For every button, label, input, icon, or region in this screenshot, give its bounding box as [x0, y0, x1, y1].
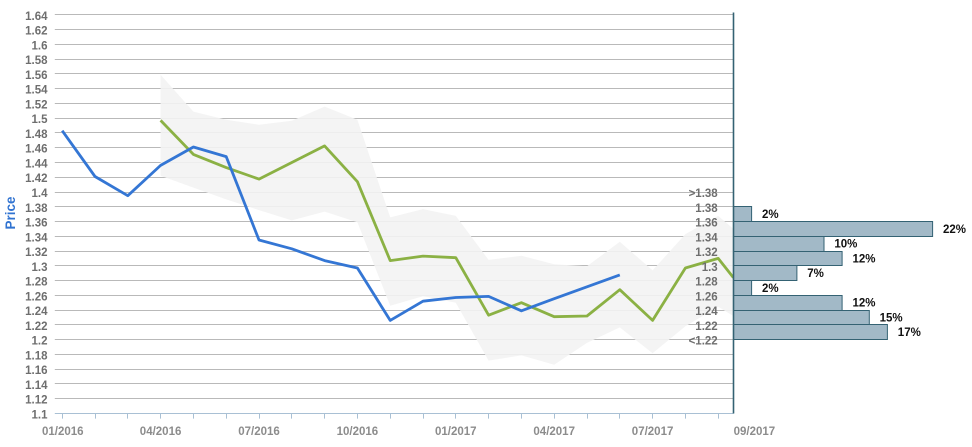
svg-text:1.36: 1.36: [25, 218, 47, 230]
svg-text:1.18: 1.18: [25, 350, 48, 362]
svg-text:2%: 2%: [762, 283, 779, 295]
svg-text:1.36: 1.36: [695, 218, 717, 230]
svg-text:1.3: 1.3: [32, 262, 48, 274]
svg-text:1.28: 1.28: [25, 277, 48, 289]
svg-text:22%: 22%: [943, 224, 966, 236]
svg-text:10%: 10%: [834, 239, 857, 251]
svg-text:1.46: 1.46: [25, 144, 47, 156]
svg-text:1.52: 1.52: [25, 99, 47, 111]
svg-text:1.26: 1.26: [25, 291, 47, 303]
svg-text:1.64: 1.64: [25, 11, 48, 23]
svg-text:04/2017: 04/2017: [533, 426, 575, 438]
svg-text:1.38: 1.38: [25, 203, 48, 215]
svg-text:1.6: 1.6: [32, 40, 48, 52]
svg-text:09/2017: 09/2017: [734, 426, 776, 438]
svg-text:<1.22: <1.22: [689, 336, 718, 348]
svg-text:1.16: 1.16: [25, 365, 47, 377]
svg-text:1.22: 1.22: [695, 321, 717, 333]
svg-text:01/2016: 01/2016: [42, 426, 84, 438]
svg-text:1.4: 1.4: [32, 188, 49, 200]
svg-text:1.32: 1.32: [25, 247, 47, 259]
svg-text:1.62: 1.62: [25, 26, 47, 38]
svg-text:1.3: 1.3: [702, 262, 718, 274]
svg-text:1.26: 1.26: [695, 291, 717, 303]
svg-text:1.2: 1.2: [32, 336, 48, 348]
svg-text:1.44: 1.44: [25, 159, 48, 171]
svg-text:1.14: 1.14: [25, 380, 48, 392]
svg-text:Price: Price: [3, 196, 18, 230]
svg-text:1.12: 1.12: [25, 395, 47, 407]
svg-text:1.22: 1.22: [25, 321, 47, 333]
svg-text:1.34: 1.34: [695, 232, 718, 244]
svg-text:17%: 17%: [898, 327, 921, 339]
svg-text:1.48: 1.48: [25, 129, 48, 141]
svg-text:15%: 15%: [880, 312, 903, 324]
svg-text:1.24: 1.24: [695, 306, 718, 318]
svg-text:07/2017: 07/2017: [632, 426, 674, 438]
svg-text:07/2016: 07/2016: [238, 426, 280, 438]
svg-text:10/2016: 10/2016: [337, 426, 379, 438]
svg-text:1.24: 1.24: [25, 306, 48, 318]
svg-text:01/2017: 01/2017: [435, 426, 477, 438]
svg-text:1.34: 1.34: [25, 232, 48, 244]
svg-text:7%: 7%: [807, 268, 824, 280]
svg-text:04/2016: 04/2016: [140, 426, 182, 438]
svg-text:1.42: 1.42: [25, 173, 47, 185]
svg-text:>1.38: >1.38: [689, 188, 719, 200]
svg-text:1.1: 1.1: [32, 409, 49, 421]
svg-text:1.58: 1.58: [25, 55, 48, 67]
svg-text:1.28: 1.28: [695, 277, 718, 289]
svg-text:1.54: 1.54: [25, 85, 48, 97]
svg-text:1.5: 1.5: [32, 114, 49, 126]
svg-text:12%: 12%: [853, 298, 876, 310]
svg-text:2%: 2%: [762, 209, 779, 221]
svg-text:1.32: 1.32: [695, 247, 717, 259]
svg-text:1.38: 1.38: [695, 203, 718, 215]
svg-text:1.56: 1.56: [25, 70, 47, 82]
svg-text:12%: 12%: [853, 253, 876, 265]
